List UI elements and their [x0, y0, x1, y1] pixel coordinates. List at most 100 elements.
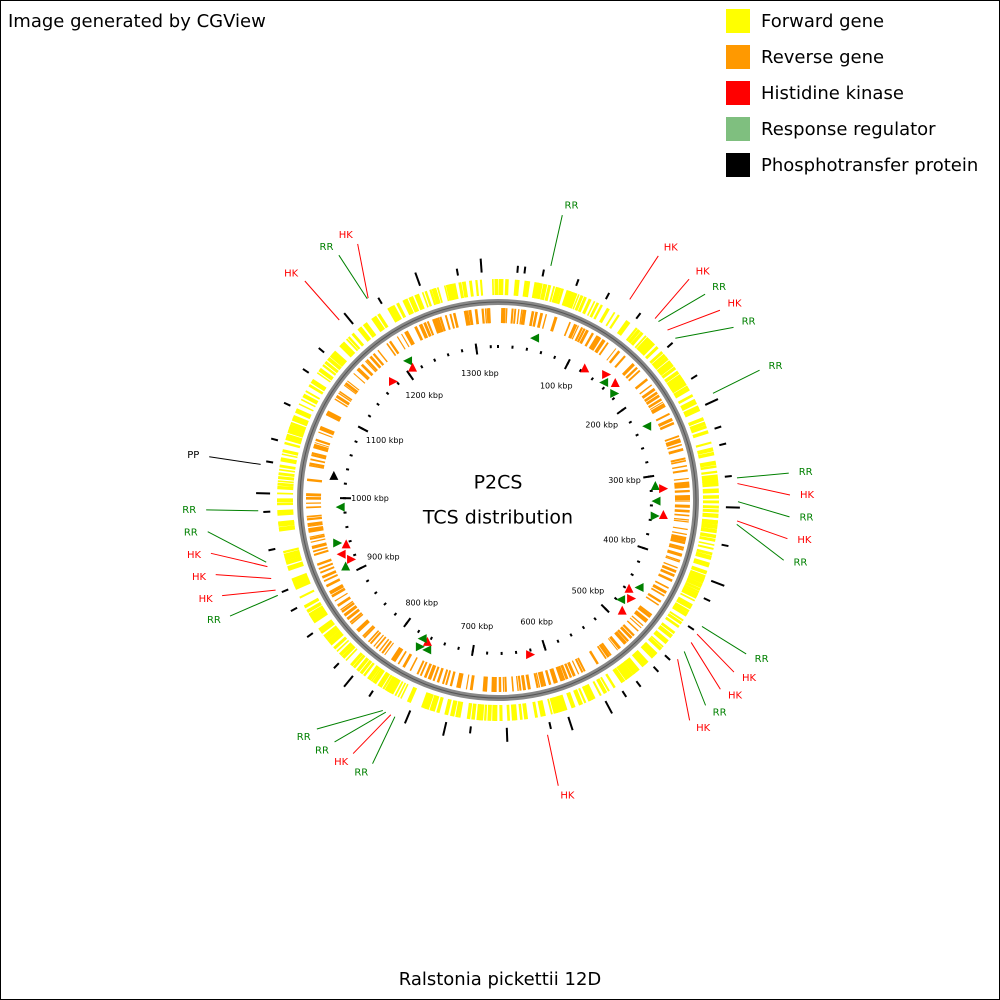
minor-tick [601, 386, 606, 391]
outer-mark [604, 292, 611, 300]
reverse-gene [629, 617, 642, 629]
reverse-gene [511, 676, 514, 692]
reverse-gene [418, 323, 428, 339]
forward-gene [286, 433, 303, 442]
forward-gene [308, 384, 324, 395]
forward-gene [341, 341, 356, 356]
forward-gene [324, 360, 339, 374]
forward-gene [696, 548, 713, 556]
minor-tick [556, 639, 560, 644]
reverse-gene [360, 363, 374, 377]
forward-gene [669, 379, 686, 391]
reverse-gene [552, 668, 558, 683]
forward-gene [640, 644, 655, 659]
forward-gene [312, 378, 327, 390]
reverse-gene [661, 564, 677, 573]
reverse-gene [631, 615, 644, 627]
reverse-gene [647, 592, 662, 603]
forward-gene [697, 544, 714, 550]
forward-gene [339, 343, 354, 358]
forward-gene [506, 704, 511, 721]
forward-gene [310, 608, 327, 621]
forward-gene [616, 666, 628, 681]
forward-gene [653, 356, 669, 370]
reverse-gene [614, 355, 626, 369]
forward-gene [650, 635, 664, 648]
minor-tick [539, 350, 543, 355]
forward-gene [288, 564, 304, 571]
major-tick [541, 639, 547, 651]
forward-gene [669, 611, 684, 622]
minor-tick [385, 391, 390, 396]
reverse-gene [414, 326, 424, 341]
legend-swatch [726, 153, 750, 177]
forward-gene [291, 573, 309, 584]
reverse-gene [339, 390, 353, 401]
callout-line [357, 243, 369, 299]
outer-mark [403, 710, 412, 724]
reverse-gene [427, 664, 436, 680]
reverse-gene [655, 412, 670, 422]
reverse-gene [517, 675, 522, 691]
reverse-gene [311, 453, 327, 460]
reverse-gene [668, 447, 684, 455]
forward-gene [325, 628, 340, 641]
forward-gene [515, 279, 520, 296]
outer-mark [666, 341, 674, 349]
reverse-gene [465, 674, 470, 690]
forward-gene [531, 282, 539, 299]
reverse-gene [664, 435, 680, 442]
forward-gene [701, 474, 718, 480]
feature-label: RR [184, 528, 198, 539]
feature-marker [335, 502, 345, 512]
feature-marker [408, 362, 418, 372]
outer-mark [567, 716, 574, 731]
forward-gene [291, 417, 308, 427]
feature-marker [650, 511, 660, 521]
feature-label: HK [742, 673, 757, 684]
outer-mark [714, 425, 722, 430]
reverse-gene [309, 534, 325, 540]
forward-gene [568, 292, 578, 309]
feature-marker [415, 642, 425, 652]
reverse-gene [522, 309, 527, 325]
tick-label: 300 kbp [608, 476, 641, 485]
major-tick [471, 644, 475, 657]
forward-gene [535, 282, 543, 300]
minor-tick [420, 364, 424, 369]
forward-gene [609, 314, 620, 329]
reverse-gene [660, 568, 675, 577]
forward-gene [290, 421, 307, 430]
forward-gene [277, 511, 294, 516]
reverse-gene [481, 308, 485, 324]
forward-gene [285, 557, 303, 565]
forward-gene [396, 302, 407, 319]
tick-label: 100 kbp [540, 382, 573, 391]
forward-gene [700, 465, 717, 471]
forward-gene [522, 280, 529, 297]
forward-gene [461, 281, 469, 298]
callout-line [654, 278, 690, 319]
forward-gene [294, 580, 311, 590]
reverse-gene [674, 481, 690, 485]
reverse-gene [635, 610, 649, 622]
reverse-gene [525, 674, 531, 690]
minor-tick [578, 368, 583, 373]
forward-gene [316, 372, 331, 383]
feature-label: HK [728, 299, 743, 310]
forward-gene [689, 421, 706, 431]
feature-marker [610, 389, 620, 399]
reverse-gene [353, 372, 366, 384]
reverse-gene [595, 339, 606, 354]
feature-label: HK [284, 269, 299, 280]
forward-gene [350, 652, 364, 667]
feature-marker [336, 549, 346, 559]
forward-gene [309, 606, 325, 618]
forward-gene [581, 685, 592, 702]
forward-gene [623, 659, 638, 675]
reverse-gene [445, 670, 452, 686]
forward-gene [692, 430, 709, 439]
forward-gene [367, 665, 378, 680]
feature-marker [650, 480, 660, 490]
forward-gene [363, 662, 375, 677]
